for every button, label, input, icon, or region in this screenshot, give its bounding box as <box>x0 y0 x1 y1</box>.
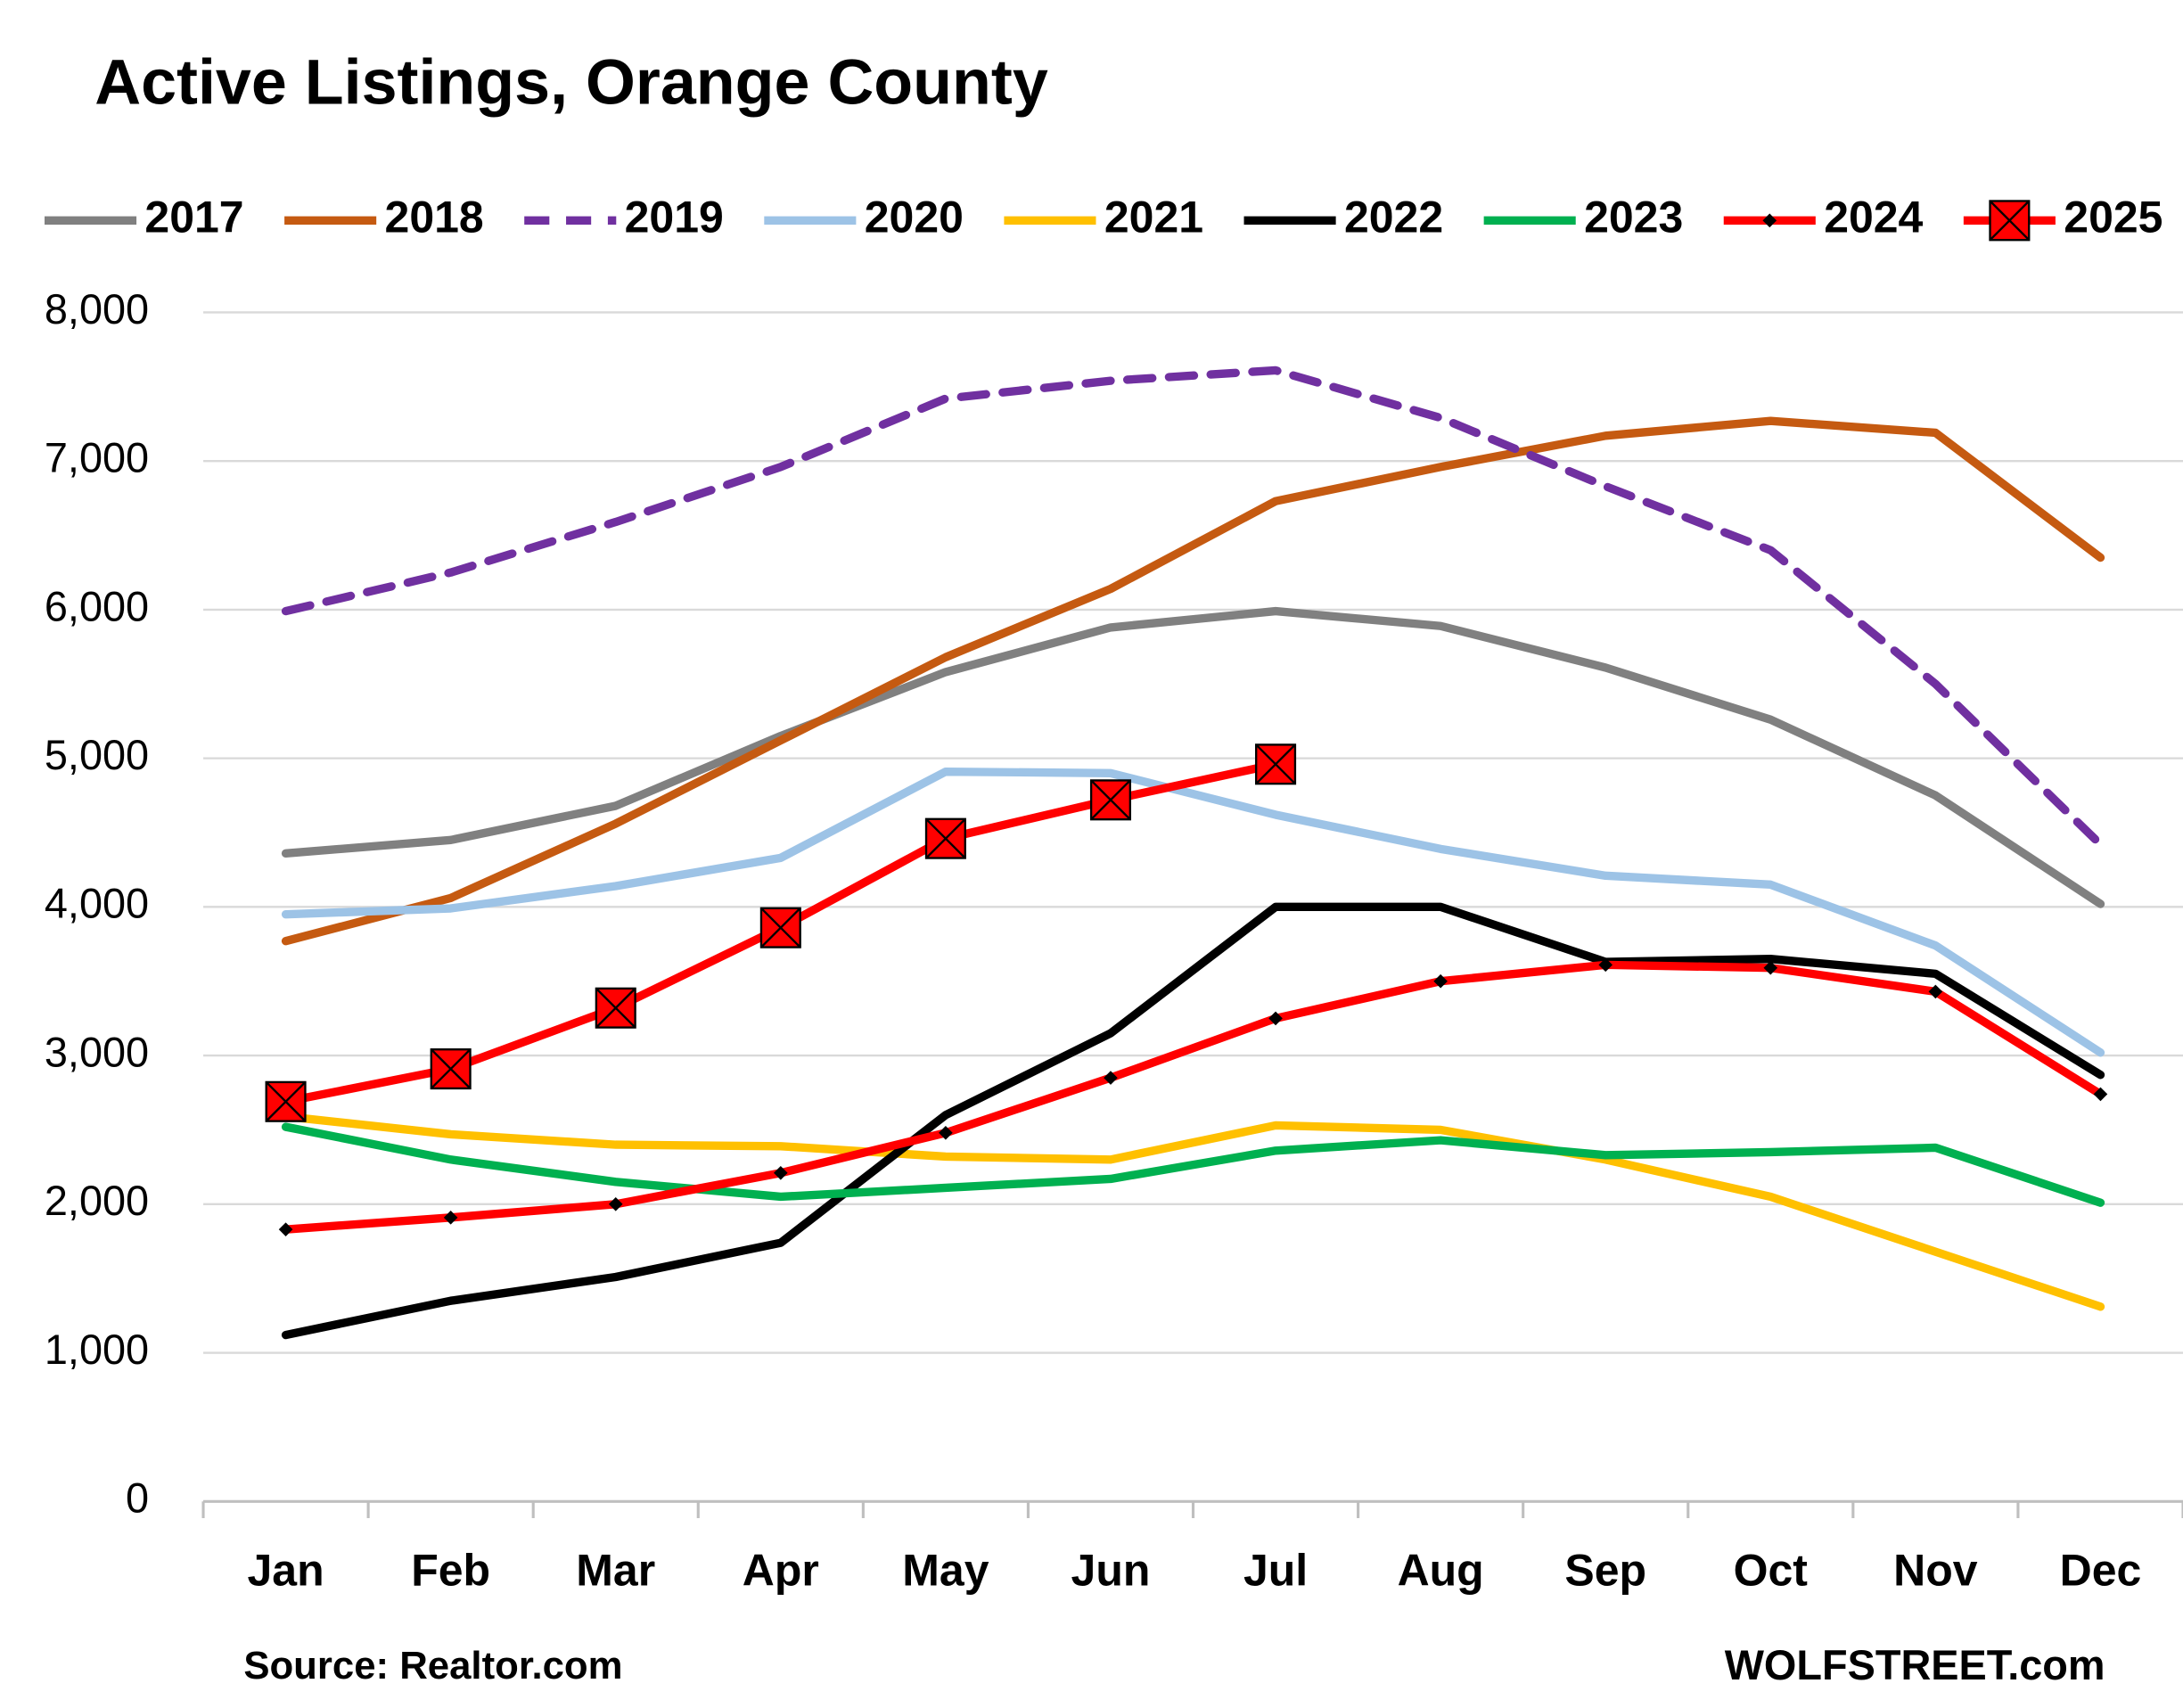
legend-label: 2021 <box>1104 193 1203 242</box>
x-tick-label: May <box>902 1546 989 1596</box>
point-marker <box>1762 213 1777 228</box>
series-line <box>281 902 2105 1340</box>
legend-label: 2020 <box>865 193 964 242</box>
series-line <box>281 606 2105 908</box>
y-tick-label: 7,000 <box>45 435 149 481</box>
x-tick-label: Aug <box>1398 1546 1484 1596</box>
legend-label: 2024 <box>1824 193 1923 242</box>
point-marker <box>443 1211 458 1225</box>
point-marker-cross <box>1989 200 2031 242</box>
legend-label: 2019 <box>625 193 724 242</box>
point-marker-cross <box>1255 743 1296 784</box>
point-marker <box>774 1165 788 1180</box>
y-tick-label: 8,000 <box>45 286 149 333</box>
point-marker <box>1763 960 1778 975</box>
y-tick-label: 4,000 <box>45 881 149 927</box>
x-tick-label: Oct <box>1734 1546 1809 1596</box>
y-tick-label: 0 <box>126 1475 149 1522</box>
x-tick-label: Jul <box>1243 1546 1308 1596</box>
source: Source: Realtor.com <box>243 1644 622 1687</box>
point-marker-cross <box>265 1081 307 1122</box>
point-marker <box>1104 1071 1118 1085</box>
x-tick-label: Mar <box>576 1546 655 1596</box>
x-tick-label: Jan <box>248 1546 324 1596</box>
point-marker <box>1433 973 1448 989</box>
legend-label: 2025 <box>2064 193 2162 242</box>
series-line <box>281 1122 2105 1207</box>
y-tick-label: 6,000 <box>45 583 149 629</box>
legend-label: 2018 <box>385 193 484 242</box>
series-line <box>281 767 2105 1057</box>
y-tick-label: 3,000 <box>45 1029 149 1075</box>
series-line <box>281 365 2105 850</box>
point-marker-cross <box>430 1048 472 1089</box>
point-marker-cross <box>760 907 801 948</box>
x-tick-label: Dec <box>2060 1546 2142 1596</box>
point-marker <box>2093 1087 2108 1102</box>
point-marker <box>939 1125 953 1140</box>
legend-label: 2017 <box>144 193 243 242</box>
series-line <box>281 416 2105 946</box>
x-tick-label: Sep <box>1564 1546 1646 1596</box>
y-tick-label: 5,000 <box>45 732 149 778</box>
x-tick-label: Jun <box>1071 1546 1151 1596</box>
legend-label: 2022 <box>1344 193 1443 242</box>
point-marker-cross <box>925 817 966 859</box>
credit: WOLFSTREET.com <box>1725 1642 2105 1688</box>
y-tick-label: 1,000 <box>45 1326 149 1373</box>
series-line <box>281 1112 2105 1311</box>
point-marker <box>608 1196 623 1211</box>
series-line <box>281 960 2105 1234</box>
legend-label: 2023 <box>1584 193 1683 242</box>
point-marker-cross <box>1090 779 1131 821</box>
chart-title: Active Listings, Orange County <box>94 46 1048 118</box>
x-tick-label: Feb <box>411 1546 490 1596</box>
point-marker <box>1268 1011 1283 1026</box>
point-marker <box>1598 957 1613 973</box>
x-tick-label: Apr <box>743 1546 819 1596</box>
y-tick-label: 2,000 <box>45 1178 149 1224</box>
x-tick-label: Nov <box>1893 1546 1978 1596</box>
point-marker-cross <box>595 988 636 1029</box>
point-marker <box>278 1222 293 1236</box>
